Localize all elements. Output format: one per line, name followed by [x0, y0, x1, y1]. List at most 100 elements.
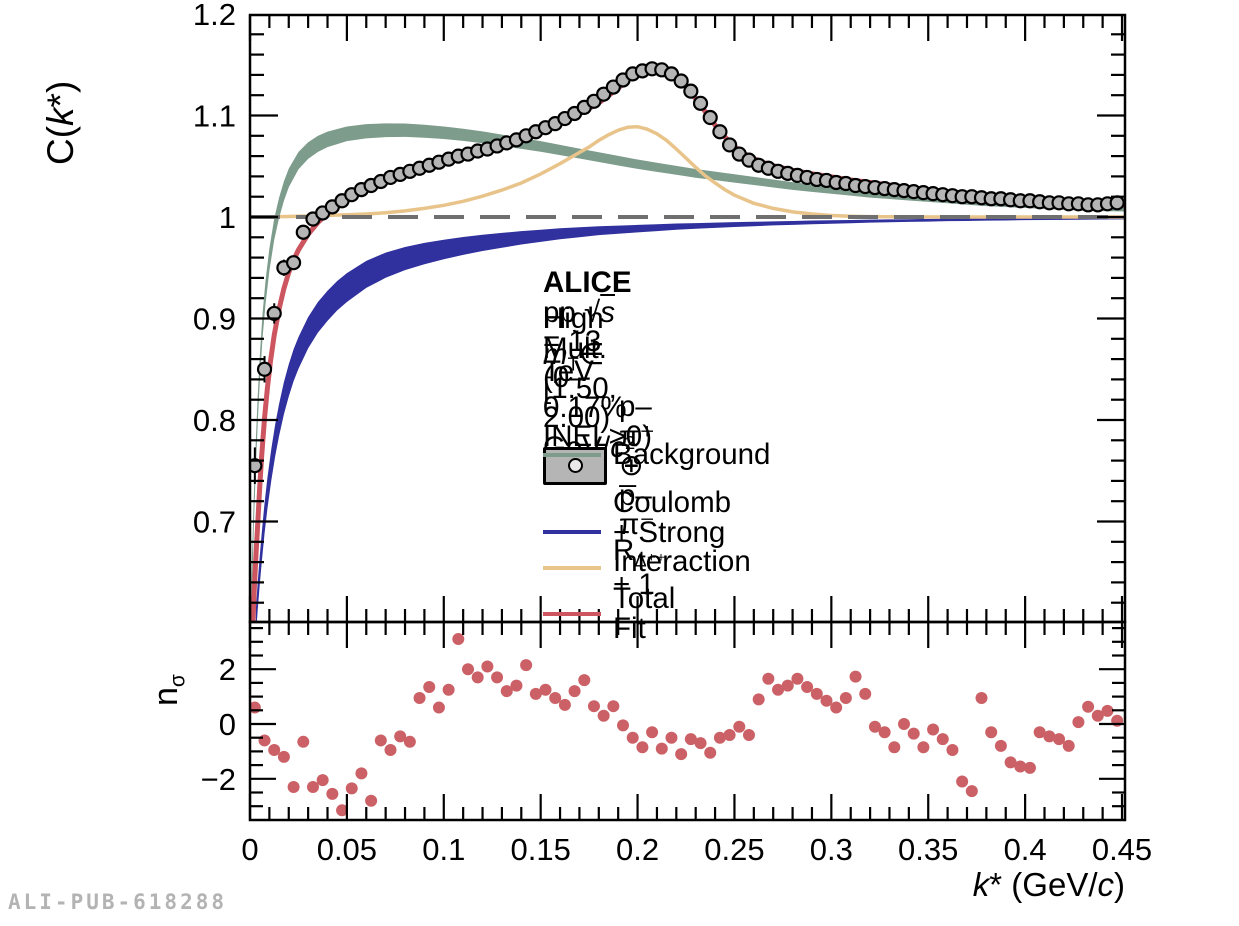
legend-line-alice: ALICE pp √s = 13 TeV — [543, 266, 632, 388]
data-point — [712, 124, 728, 140]
nsigma-point — [868, 720, 881, 733]
nsigma-point — [1091, 709, 1104, 722]
nsigma-point — [733, 720, 746, 733]
nsigma-point — [1033, 726, 1046, 739]
nsigma-point — [568, 685, 581, 698]
legend-entry-coulomb: Coulomb + Strong Interaction — [543, 488, 751, 577]
nsigma-point — [607, 700, 620, 713]
nsigma-point — [742, 728, 755, 741]
nsigma-point — [432, 701, 445, 714]
nsigma-point — [878, 726, 891, 739]
tick-label: 0.25 — [704, 832, 764, 867]
legend-entry-rdelta: RΔ⁺⁺ + 1 — [543, 536, 666, 599]
nsigma-point — [597, 709, 610, 722]
nsigma-point — [713, 731, 726, 744]
nsigma-point — [510, 679, 523, 692]
data-point — [266, 305, 282, 322]
nsigma-point — [374, 734, 387, 747]
nsigma-point — [529, 687, 542, 700]
nsigma-point — [694, 737, 707, 750]
nsigma-point — [326, 787, 339, 800]
tick-label: 2 — [219, 652, 236, 687]
nsigma-point — [1053, 733, 1066, 746]
tick-label: 0.9 — [193, 302, 236, 337]
nsigma-point — [549, 691, 562, 704]
nsigma-point — [491, 671, 504, 684]
correlation-data-points — [250, 61, 1125, 484]
tick-label: 0.35 — [898, 832, 958, 867]
data-point — [286, 255, 302, 271]
legend-entry-background: Background — [543, 440, 770, 470]
main-y-axis-title: C(k*) — [40, 80, 81, 165]
nsigma-point — [500, 685, 513, 698]
ratio-y-axis-title: nσ — [147, 674, 190, 706]
legend-entry-totalfit: Total Fit — [543, 584, 675, 643]
axes: 1.21.110.90.80.720−20 0.05 0.1 0.15 0.2 0.25 0… — [193, 0, 1152, 867]
nsigma-point — [1014, 760, 1027, 773]
nsigma-point — [965, 785, 978, 798]
nsigma-point — [927, 723, 940, 736]
nsigma-point — [394, 730, 407, 743]
nsigma-point — [520, 659, 533, 672]
data-point — [295, 224, 311, 240]
nsigma-point — [1072, 716, 1085, 729]
nsigma-point — [316, 774, 329, 787]
nsigma-point — [1043, 730, 1056, 743]
tick-label: 0.2 — [616, 832, 659, 867]
nsigma-point — [578, 674, 591, 687]
data-point — [692, 95, 709, 111]
nsigma-point — [277, 750, 290, 763]
tick-label: 0.05 — [317, 832, 377, 867]
nsigma-point — [985, 726, 998, 739]
nsigma-point — [1101, 704, 1114, 717]
nsigma-point — [646, 726, 659, 739]
nsigma-point — [762, 672, 775, 685]
tick-label: 1.1 — [193, 99, 236, 134]
tick-label: 0 — [241, 832, 258, 867]
nsigma-point — [626, 731, 639, 744]
ratio-panel — [250, 633, 1124, 817]
data-point — [250, 458, 263, 474]
nsigma-point — [413, 691, 426, 704]
nsigma-point — [675, 748, 688, 761]
nsigma-point — [558, 698, 571, 711]
nsigma-point — [423, 681, 436, 694]
nsigma-point — [1062, 739, 1075, 752]
nsigma-point — [849, 670, 862, 683]
legend-line-multiplicity: High Mult. (0–0.17% INEL>0) — [543, 302, 653, 453]
main-panel — [250, 61, 1125, 622]
nsigma-point — [772, 683, 785, 696]
nsigma-point — [355, 767, 368, 780]
nsigma-point — [403, 735, 416, 748]
tick-label: −2 — [201, 762, 236, 797]
nsigma-point — [946, 744, 959, 757]
nsigma-point — [752, 693, 765, 706]
nsigma-point — [442, 683, 455, 696]
nsigma-point — [907, 727, 920, 740]
nsigma-point — [810, 687, 823, 700]
ratio-frame — [248, 620, 1127, 822]
nsigma-point — [1082, 700, 1095, 713]
legend-line-mt-range: mT∈ [1.50, 2.00) GeV/c2 — [543, 338, 636, 464]
nsigma-point — [801, 681, 814, 694]
data-point — [256, 361, 273, 377]
nsigma-point — [791, 672, 804, 685]
tick-label: 0.15 — [510, 832, 570, 867]
tick-label: 1.2 — [193, 0, 236, 32]
tick-label: 0.3 — [810, 832, 853, 867]
data-point — [722, 137, 738, 153]
nsigma-point — [994, 739, 1007, 752]
data-point — [673, 73, 689, 89]
nsigma-point — [384, 744, 397, 757]
nsigma-point — [655, 742, 668, 755]
nsigma-point — [258, 734, 271, 747]
nsigma-point — [345, 782, 358, 795]
nsigma-point — [830, 701, 843, 714]
data-point — [702, 109, 718, 126]
nsigma-point — [462, 663, 475, 676]
nsigma-point — [636, 741, 649, 754]
nsigma-point — [665, 731, 678, 744]
tick-label: 0.8 — [193, 403, 236, 438]
watermark-ali-pub: ALI-PUB-618288 — [8, 890, 228, 914]
